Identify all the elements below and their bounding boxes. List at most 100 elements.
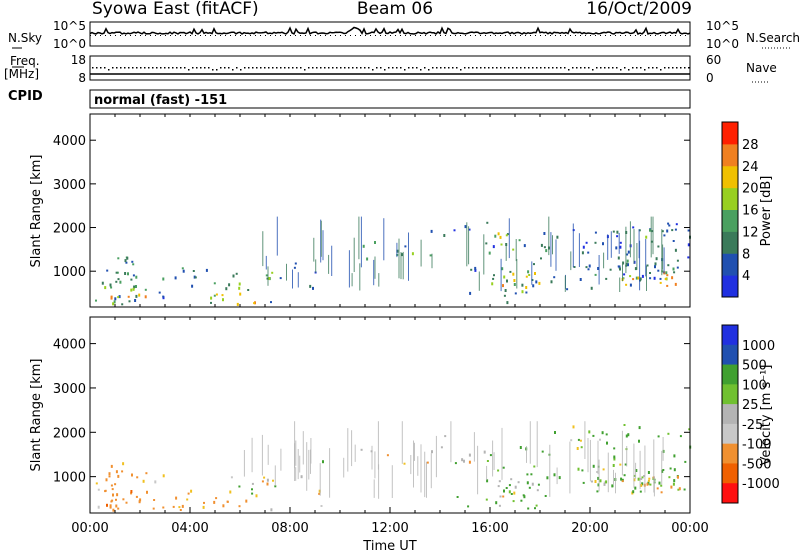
data-cell (676, 266, 679, 269)
data-cell (110, 286, 113, 289)
data-cell (513, 491, 516, 495)
data-cell (468, 453, 471, 457)
data-cell (109, 283, 112, 287)
nave-dot (504, 67, 506, 69)
data-cell (135, 294, 138, 298)
data-cell (494, 234, 497, 238)
data-cell (675, 223, 678, 226)
noise-search-dot (335, 35, 336, 36)
nave-dot (468, 67, 470, 69)
nave-dot (264, 67, 266, 69)
nave-dot (476, 67, 478, 69)
power-ylabel: Slant Range [km] (29, 155, 44, 268)
nave-dot (192, 67, 194, 69)
data-cell (639, 450, 641, 490)
noise-search-dot (225, 35, 226, 36)
data-cell (605, 277, 608, 280)
noise-search-dot (95, 35, 96, 36)
colorbar-tick-label: 24 (742, 160, 759, 175)
data-cell (265, 255, 267, 270)
data-cell (659, 277, 662, 280)
data-cell (228, 283, 231, 287)
data-cell (492, 245, 495, 249)
colorbar-swatch (722, 443, 738, 464)
colorbar-tick-label: 16 (742, 204, 759, 219)
nave-dot (124, 67, 126, 69)
data-cell (213, 282, 216, 285)
data-cell (132, 263, 135, 266)
data-cell (579, 278, 582, 281)
data-cell (654, 262, 657, 266)
nave-dot (456, 67, 458, 69)
data-cell (519, 446, 522, 449)
data-cell (554, 431, 556, 434)
data-cell (293, 266, 296, 269)
data-cell (116, 493, 119, 497)
data-cell (235, 272, 238, 275)
data-cell (138, 500, 141, 504)
data-cell (354, 444, 356, 462)
data-cell (255, 494, 258, 498)
data-cell (315, 259, 317, 273)
data-cell (329, 448, 331, 498)
nave-dot (256, 67, 258, 69)
data-cell (655, 257, 658, 261)
nave-dot (328, 67, 330, 69)
nave-dot (176, 67, 178, 69)
nave-dot (544, 67, 546, 69)
data-cell (106, 503, 108, 507)
data-cell (213, 294, 216, 297)
nave-dot (308, 67, 310, 69)
x-tick-label: 00:00 (71, 521, 108, 536)
nave-dot (260, 67, 262, 69)
noise-search-dot (135, 35, 136, 36)
data-cell (135, 285, 137, 288)
data-cell (270, 301, 272, 304)
data-cell (319, 463, 321, 496)
data-cell (615, 246, 618, 250)
data-cell (687, 256, 690, 259)
data-cell (617, 256, 620, 260)
data-cell (637, 477, 640, 481)
noise-search-dot (450, 35, 451, 36)
freq-tick-high: 18 (71, 53, 86, 67)
noise-search-dot (685, 35, 686, 36)
data-cell (572, 425, 575, 429)
noise-search-dot (670, 35, 671, 36)
nave-dot (420, 69, 422, 71)
data-cell (251, 488, 253, 491)
data-cell (545, 249, 548, 253)
data-cell (663, 247, 665, 274)
data-cell (581, 469, 584, 472)
noise-search-dot (575, 35, 576, 36)
data-cell (359, 263, 361, 291)
nave-dot (676, 67, 678, 69)
data-cell (661, 229, 663, 276)
data-cell (684, 460, 687, 463)
noise-search-dot (535, 35, 536, 36)
nave-dot (536, 67, 538, 69)
data-cell (673, 454, 676, 458)
data-cell (265, 274, 268, 277)
data-cell (267, 266, 269, 286)
nave-dot (332, 67, 334, 69)
data-cell (634, 486, 637, 490)
data-cell (647, 471, 650, 474)
data-cell (205, 268, 208, 272)
data-cell (429, 254, 432, 257)
data-cell (320, 505, 323, 507)
noise-search-dot (595, 35, 596, 36)
noise-search-dot (145, 35, 146, 36)
noise-search-dot (165, 35, 166, 36)
data-cell (619, 463, 622, 466)
data-cell (495, 501, 498, 505)
data-cell (508, 490, 511, 494)
nave-dot (188, 69, 190, 71)
nave-dot (144, 67, 146, 69)
data-cell (597, 476, 600, 480)
colorbar-swatch (722, 187, 738, 210)
nave-dot (412, 67, 414, 69)
noise-trace (89, 26, 691, 36)
data-cell (518, 239, 521, 242)
data-cell (501, 427, 503, 480)
